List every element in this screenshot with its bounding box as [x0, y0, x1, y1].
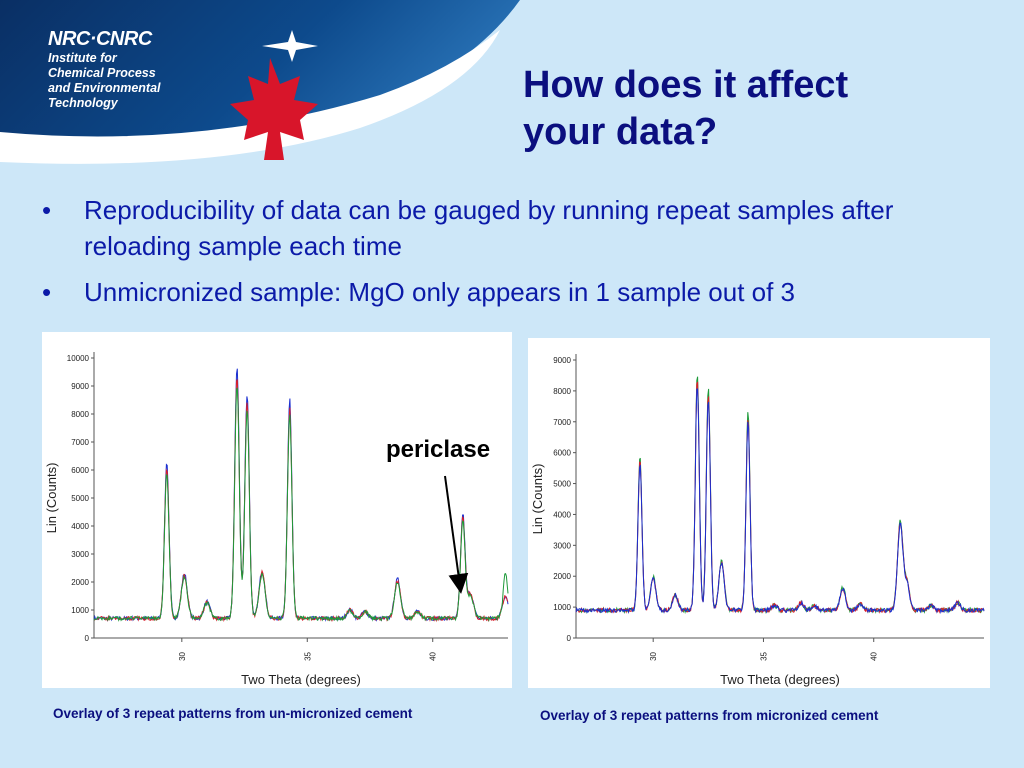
x-tick-label: 30 — [178, 651, 187, 660]
series-line — [575, 376, 985, 615]
bullet-text: Reproducibility of data can be gauged by… — [84, 195, 894, 261]
y-tick-label: 2000 — [71, 578, 89, 587]
y-tick-label: 4000 — [553, 510, 571, 519]
caption-left: Overlay of 3 repeat patterns from un-mic… — [53, 706, 413, 721]
y-axis-label: Lin (Counts) — [530, 464, 545, 535]
y-tick-label: 4000 — [71, 522, 89, 531]
bullet-item: • Reproducibility of data can be gauged b… — [42, 192, 992, 264]
y-tick-label: 6000 — [553, 449, 571, 458]
y-tick-label: 0 — [567, 634, 572, 643]
bullet-list: • Reproducibility of data can be gauged b… — [42, 192, 992, 320]
y-tick-label: 9000 — [553, 356, 571, 365]
x-tick-label: 30 — [649, 651, 658, 660]
xrd-chart-unmicronized: 0 1000 2000 3000 4000 5000 6000 7000 8000 9000 100… — [44, 352, 509, 687]
slide-title: How does it affect your data? — [523, 62, 943, 156]
series-line — [93, 368, 509, 622]
periclase-label: periclase — [386, 436, 491, 463]
bullet-dot-icon: • — [42, 195, 52, 225]
y-tick-label: 7000 — [71, 438, 89, 447]
x-axis-label: Two Theta (degrees) — [241, 672, 361, 687]
org-line: and Environmental — [48, 81, 161, 95]
caption-right: Overlay of 3 repeat patterns from micron… — [540, 708, 879, 723]
y-tick-label: 0 — [85, 634, 90, 643]
y-tick-label: 8000 — [553, 387, 571, 396]
org-logo: NRC·CNRC — [48, 28, 152, 50]
y-tick-label: 1000 — [71, 606, 89, 615]
x-tick-label: 35 — [759, 651, 768, 660]
chart-panel-right: 0 1000 2000 3000 4000 5000 6000 7000 8000 9000 30 3… — [528, 338, 990, 688]
x-tick-label: 40 — [870, 651, 879, 660]
maple-leaf-icon — [230, 58, 318, 160]
y-tick-label: 7000 — [553, 418, 571, 427]
series-line — [575, 381, 985, 614]
title-line-1: How does it affect — [523, 64, 849, 106]
org-block: NRC·CNRC Institute for Chemical Process … — [48, 28, 161, 111]
bullet-item: • Unmicronized sample: MgO only appears i… — [42, 274, 992, 310]
y-tick-label: 5000 — [71, 494, 89, 503]
y-tick-label: 5000 — [553, 480, 571, 489]
chart-panel-left: 0 1000 2000 3000 4000 5000 6000 7000 8000 9000 100… — [42, 332, 512, 688]
series-line — [575, 388, 985, 615]
x-axis-label: Two Theta (degrees) — [720, 672, 840, 687]
xrd-chart-micronized: 0 1000 2000 3000 4000 5000 6000 7000 8000 9000 30 3… — [530, 354, 985, 687]
y-tick-label: 6000 — [71, 466, 89, 475]
sparkle-icon — [262, 30, 318, 62]
x-tick-label: 35 — [303, 651, 312, 660]
x-tick-label: 40 — [429, 651, 438, 660]
bullet-text: Unmicronized sample: MgO only appears in… — [84, 277, 796, 307]
y-tick-label: 8000 — [71, 410, 89, 419]
bullet-dot-icon: • — [42, 277, 52, 307]
y-axis-label: Lin (Counts) — [44, 463, 59, 534]
y-tick-label: 2000 — [553, 572, 571, 581]
series-line — [93, 387, 509, 623]
y-tick-label: 1000 — [553, 603, 571, 612]
org-line: Institute for — [48, 51, 117, 65]
series-line — [93, 379, 509, 623]
header-banner — [0, 0, 520, 164]
title-line-2: your data? — [523, 111, 718, 153]
org-line: Technology — [48, 96, 118, 110]
y-tick-label: 3000 — [71, 550, 89, 559]
y-tick-label: 9000 — [71, 382, 89, 391]
org-line: Chemical Process — [48, 66, 156, 80]
y-tick-label: 10000 — [67, 354, 90, 363]
y-tick-label: 3000 — [553, 541, 571, 550]
